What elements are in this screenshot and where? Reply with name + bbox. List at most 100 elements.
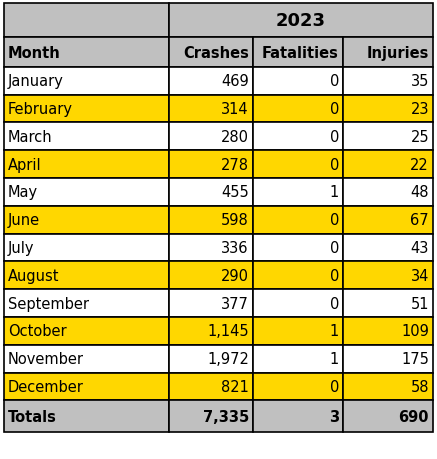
Bar [169, 400, 253, 432]
Bar [4, 179, 169, 206]
Text: 469: 469 [221, 74, 249, 89]
Text: 43: 43 [411, 241, 429, 255]
Text: July: July [8, 241, 35, 255]
Bar [343, 67, 433, 95]
Bar [169, 317, 253, 345]
Bar [169, 262, 253, 290]
Bar [4, 38, 169, 67]
Text: December: December [8, 379, 84, 394]
Bar [169, 123, 253, 151]
Bar [253, 234, 343, 262]
Bar [343, 206, 433, 234]
Text: 7,335: 7,335 [203, 409, 249, 424]
Bar [4, 290, 169, 317]
Text: Injuries: Injuries [367, 45, 429, 61]
Bar [253, 290, 343, 317]
Text: 0: 0 [329, 102, 339, 117]
Text: 51: 51 [410, 296, 429, 311]
Text: 598: 598 [221, 213, 249, 228]
Bar [343, 179, 433, 206]
Text: 280: 280 [221, 129, 249, 145]
Bar [343, 38, 433, 67]
Bar [4, 95, 169, 123]
Text: 455: 455 [221, 185, 249, 200]
Bar [169, 4, 433, 38]
Text: 821: 821 [221, 379, 249, 394]
Text: 23: 23 [410, 102, 429, 117]
Bar [253, 262, 343, 290]
Text: 35: 35 [411, 74, 429, 89]
Bar [253, 345, 343, 373]
Bar [4, 4, 169, 38]
Text: 34: 34 [411, 268, 429, 283]
Bar [253, 206, 343, 234]
Text: 22: 22 [410, 157, 429, 172]
Text: 0: 0 [329, 129, 339, 145]
Text: 0: 0 [329, 213, 339, 228]
Text: May: May [8, 185, 38, 200]
Text: 58: 58 [410, 379, 429, 394]
Bar [169, 179, 253, 206]
Text: 377: 377 [221, 296, 249, 311]
Bar [169, 38, 253, 67]
Bar [343, 317, 433, 345]
Bar [343, 95, 433, 123]
Text: Fatalities: Fatalities [262, 45, 339, 61]
Bar [4, 67, 169, 95]
Text: August: August [8, 268, 59, 283]
Bar [169, 206, 253, 234]
Bar [4, 345, 169, 373]
Bar [169, 290, 253, 317]
Bar [343, 290, 433, 317]
Text: 0: 0 [329, 379, 339, 394]
Text: 1: 1 [329, 185, 339, 200]
Text: 25: 25 [410, 129, 429, 145]
Bar [169, 234, 253, 262]
Text: Crashes: Crashes [183, 45, 249, 61]
Text: January: January [8, 74, 64, 89]
Bar [4, 151, 169, 179]
Text: 336: 336 [221, 241, 249, 255]
Text: 0: 0 [329, 241, 339, 255]
Text: 3: 3 [329, 409, 339, 424]
Bar [253, 67, 343, 95]
Bar [169, 67, 253, 95]
Bar [4, 234, 169, 262]
Bar [169, 345, 253, 373]
Bar [4, 123, 169, 151]
Text: 0: 0 [329, 296, 339, 311]
Bar [169, 95, 253, 123]
Text: 290: 290 [221, 268, 249, 283]
Text: 0: 0 [329, 74, 339, 89]
Text: 0: 0 [329, 157, 339, 172]
Bar [253, 151, 343, 179]
Text: April: April [8, 157, 42, 172]
Bar [4, 400, 169, 432]
Text: 175: 175 [401, 351, 429, 366]
Bar [4, 262, 169, 290]
Bar [4, 206, 169, 234]
Bar [253, 400, 343, 432]
Text: 48: 48 [410, 185, 429, 200]
Bar [343, 234, 433, 262]
Text: 1,145: 1,145 [207, 324, 249, 339]
Bar [253, 38, 343, 67]
Bar [169, 373, 253, 400]
Bar [253, 95, 343, 123]
Text: November: November [8, 351, 84, 366]
Text: February: February [8, 102, 73, 117]
Text: September: September [8, 296, 89, 311]
Text: 278: 278 [221, 157, 249, 172]
Bar [4, 317, 169, 345]
Text: 0: 0 [329, 268, 339, 283]
Bar [343, 400, 433, 432]
Bar [169, 151, 253, 179]
Text: 109: 109 [401, 324, 429, 339]
Text: 1,972: 1,972 [207, 351, 249, 366]
Bar [343, 123, 433, 151]
Bar [343, 262, 433, 290]
Text: Totals: Totals [8, 409, 57, 424]
Text: 690: 690 [399, 409, 429, 424]
Bar [4, 373, 169, 400]
Bar [343, 345, 433, 373]
